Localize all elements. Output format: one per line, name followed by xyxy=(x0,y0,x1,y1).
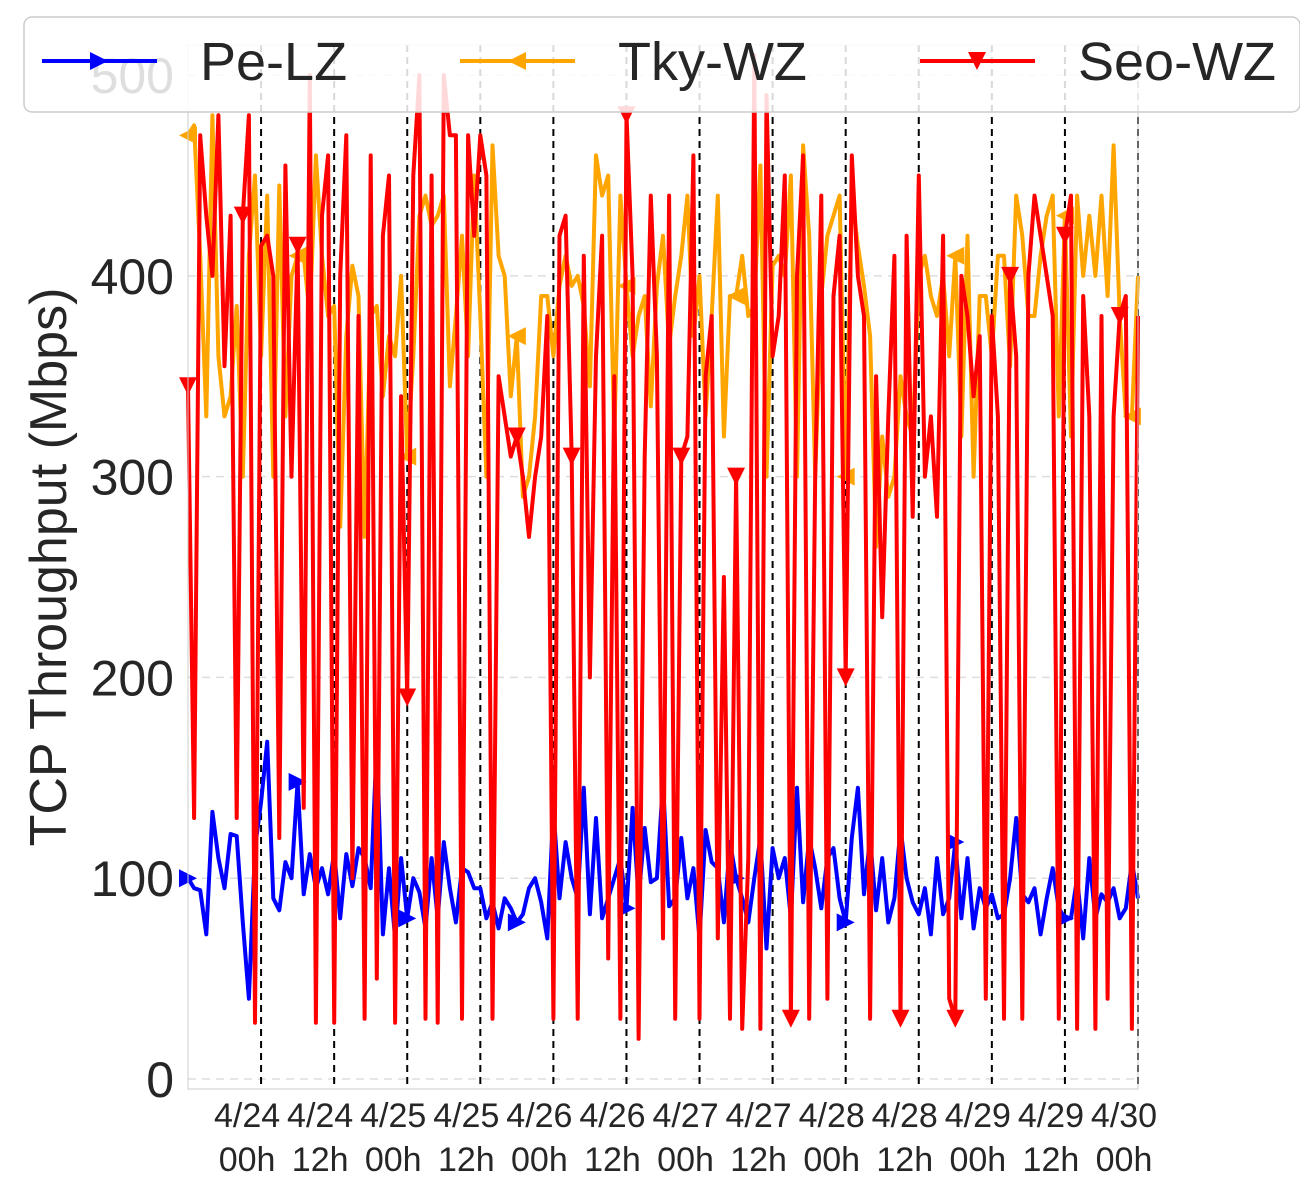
y-tick-label: 200 xyxy=(91,650,174,706)
y-tick-label: 400 xyxy=(91,249,174,305)
x-tick-label-date: 4/24 xyxy=(214,1097,280,1135)
legend-label-seo-wz: Seo-WZ xyxy=(1078,32,1276,92)
series-marker-seo-wz xyxy=(727,467,746,486)
legend-marker-pe-lz xyxy=(90,52,108,70)
x-tick-label-date: 4/29 xyxy=(945,1097,1011,1135)
legend-marker-tky-wz xyxy=(508,52,526,70)
series-marker-tky-wz xyxy=(727,286,746,305)
x-tick-label-date: 4/30 xyxy=(1091,1097,1157,1135)
series-pe-lz xyxy=(179,739,1140,1001)
series-marker-pe-lz xyxy=(507,913,526,932)
series-marker-pe-lz xyxy=(288,772,307,791)
y-tick-layer: 0100200300400500 xyxy=(91,48,174,1108)
series-marker-seo-wz xyxy=(781,1009,800,1028)
series-marker-seo-wz xyxy=(288,236,307,255)
x-tick-label-hour: 00h xyxy=(511,1141,568,1179)
y-axis-label: TCP Throughput (Mbps) xyxy=(20,288,78,847)
series-marker-pe-lz xyxy=(398,909,417,928)
series-line-seo-wz xyxy=(186,53,1140,1041)
legend-label-tky-wz: Tky-WZ xyxy=(618,32,807,92)
x-tick-label-date: 4/25 xyxy=(433,1097,499,1135)
series-layer xyxy=(179,53,1141,1041)
legend: Pe-LZ Tky-WZ Seo-WZ xyxy=(23,16,1300,113)
legend-label-pe-lz: Pe-LZ xyxy=(200,32,347,92)
x-tick-label-date: 4/28 xyxy=(872,1097,938,1135)
series-marker-seo-wz xyxy=(1055,226,1074,245)
series-marker-pe-lz xyxy=(836,913,855,932)
x-tick-label-hour: 12h xyxy=(584,1141,641,1179)
x-tick-label-hour: 00h xyxy=(657,1141,714,1179)
x-tick-label-date: 4/26 xyxy=(579,1097,645,1135)
x-tick-label-hour: 12h xyxy=(438,1141,495,1179)
series-marker-tky-wz xyxy=(507,327,526,346)
series-marker-tky-wz xyxy=(946,246,965,265)
series-marker-seo-wz xyxy=(836,668,855,687)
x-tick-label-hour: 12h xyxy=(730,1141,787,1179)
series-seo-wz xyxy=(179,53,1140,1041)
x-tick-label-hour: 12h xyxy=(1023,1141,1080,1179)
series-marker-seo-wz xyxy=(562,447,581,466)
series-marker-seo-wz xyxy=(398,688,417,707)
y-tick-label: 0 xyxy=(146,1052,174,1108)
x-tick-label-date: 4/29 xyxy=(1018,1097,1084,1135)
series-marker-tky-wz xyxy=(836,467,855,486)
x-tick-label-date: 4/26 xyxy=(506,1097,572,1135)
x-tick-label-date: 4/24 xyxy=(287,1097,353,1135)
x-tick-label-hour: 00h xyxy=(1096,1141,1153,1179)
x-tick-label-date: 4/25 xyxy=(360,1097,426,1135)
legend-frame xyxy=(23,16,1300,113)
series-marker-seo-wz xyxy=(891,1009,910,1028)
x-tick-label-hour: 00h xyxy=(365,1141,422,1179)
legend-marker-seo-wz xyxy=(968,52,986,70)
x-tick-layer: 4/24 00h 4/24 12h 4/25 00h 4/25 12h 4/26 00h 4/26 1… xyxy=(214,1097,1157,1179)
series-marker-seo-wz xyxy=(672,447,691,466)
x-tick-label-hour: 00h xyxy=(949,1141,1006,1179)
series-marker-seo-wz xyxy=(946,1009,965,1028)
x-tick-label-hour: 00h xyxy=(219,1141,276,1179)
x-tick-label-hour: 00h xyxy=(803,1141,860,1179)
y-tick-label: 300 xyxy=(91,450,174,506)
y-tick-label: 100 xyxy=(91,851,174,907)
series-marker-seo-wz xyxy=(507,427,526,446)
series-marker-seo-wz xyxy=(233,206,252,225)
x-tick-label-date: 4/28 xyxy=(799,1097,865,1135)
x-tick-label-hour: 12h xyxy=(876,1141,933,1179)
x-tick-label-date: 4/27 xyxy=(726,1097,792,1135)
series-marker-seo-wz xyxy=(1001,266,1020,285)
x-tick-label-date: 4/27 xyxy=(652,1097,718,1135)
x-tick-label-hour: 12h xyxy=(292,1141,349,1179)
series-marker-seo-wz xyxy=(1110,307,1129,326)
